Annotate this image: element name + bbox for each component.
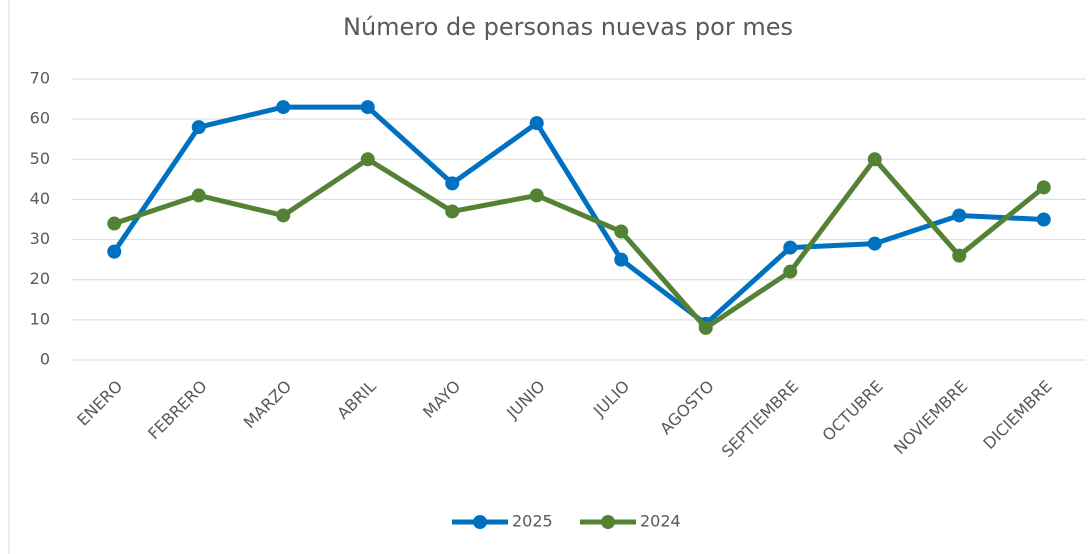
series-line	[112, 104, 1044, 327]
y-tick-label: 10	[30, 309, 50, 328]
y-tick-label: 50	[30, 149, 50, 168]
data-point	[783, 264, 798, 279]
data-point	[867, 236, 882, 251]
data-point	[276, 100, 291, 115]
data-point	[445, 204, 460, 219]
legend-marker	[473, 515, 487, 529]
data-point	[191, 188, 206, 203]
data-point	[107, 244, 122, 259]
data-point	[614, 224, 629, 239]
legend-label: 2024	[640, 512, 681, 531]
y-tick-label: 40	[30, 189, 50, 208]
data-point	[698, 320, 713, 335]
data-point	[783, 240, 798, 255]
y-tick-label: 60	[30, 109, 50, 128]
data-point	[529, 188, 544, 203]
y-tick-label: 20	[30, 269, 50, 288]
legend-marker	[601, 515, 615, 529]
data-point	[360, 100, 375, 115]
data-point	[1036, 212, 1051, 227]
data-point	[614, 252, 629, 267]
y-tick-label: 30	[30, 229, 50, 248]
data-point	[191, 120, 206, 135]
data-point	[529, 116, 544, 131]
data-point	[107, 216, 122, 231]
data-point	[952, 248, 967, 263]
data-point	[867, 152, 882, 167]
data-point	[445, 176, 460, 191]
y-tick-label: 70	[30, 69, 50, 88]
data-point	[360, 152, 375, 167]
data-point	[952, 208, 967, 223]
series-line	[113, 156, 1046, 331]
data-point	[276, 208, 291, 223]
y-tick-label: 0	[40, 350, 50, 369]
data-point	[1036, 180, 1051, 195]
legend-label: 2025	[512, 512, 553, 531]
chart-title: Número de personas nuevas por mes	[343, 13, 793, 41]
